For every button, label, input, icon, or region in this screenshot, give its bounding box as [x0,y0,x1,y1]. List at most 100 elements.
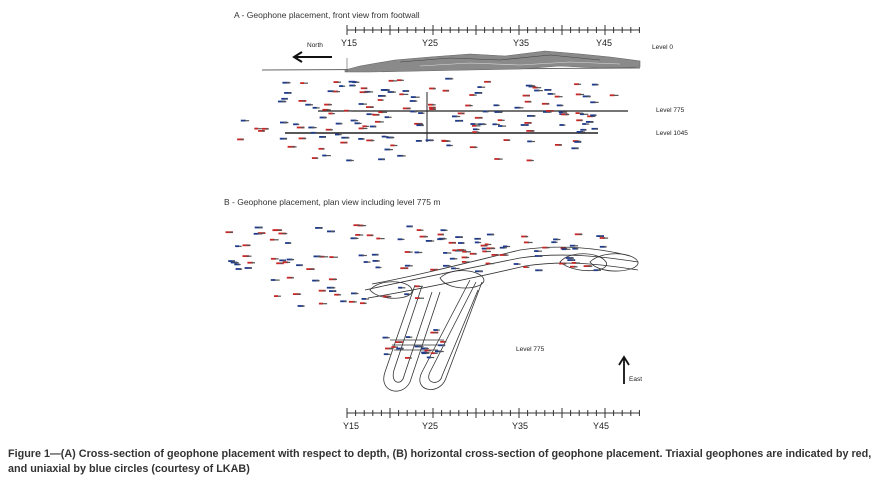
geophone-marker [406,225,413,228]
geophone-marker [590,114,597,117]
geophone-marker [452,115,461,118]
geophone-marker [270,257,279,260]
geophone-marker [350,119,359,122]
geophone-marker [362,125,369,128]
geophone-marker [399,93,409,96]
geophone-marker [329,290,337,292]
geophone-marker [523,241,533,244]
geophone-marker [313,255,323,258]
geophone-marker [428,103,436,106]
geophone-marker [472,131,480,133]
geophone-marker [414,345,424,348]
north-label: North [307,42,323,49]
geophone-marker [308,126,317,129]
geophone-marker [443,252,452,254]
geophone-marker [311,157,319,159]
geophone-marker [437,238,444,241]
geophone-marker [254,127,262,130]
geophone-marker [461,256,470,259]
geophone-marker [437,233,444,236]
geophone-marker [419,235,428,238]
geophone-marker [390,144,398,147]
geophone-marker [446,144,453,147]
geophone-marker [525,84,535,87]
geophone-marker [430,352,438,355]
geophone-marker [486,247,496,250]
geophone-marker [471,124,481,127]
geophone-marker [438,344,446,347]
geophone-marker [286,276,294,279]
geophone-marker [499,246,507,249]
geophone-marker [244,267,252,269]
geophone-marker [384,116,392,119]
geophone-marker [383,353,391,356]
geophone-marker [257,232,266,234]
geophone-marker [558,111,568,113]
geophone-marker [469,94,477,96]
panel-b-title: B - Geophone placement, plan view includ… [224,197,441,207]
geophone-marker [400,267,409,270]
geophone-marker [318,302,328,305]
geophone-marker [524,100,532,103]
geophone-marker [414,251,423,254]
geophone-marker [435,350,444,353]
geophone-marker [572,247,579,250]
geophone-marker [296,264,303,267]
geophone-marker [503,245,510,248]
geophone-marker [526,130,535,132]
geophone-marker [358,138,365,140]
ruler-a-label-y35: Y35 [513,38,530,48]
geophone-marker [351,292,359,295]
geophone-marker [513,263,521,265]
geophone-marker [348,300,357,303]
geophone-marker [284,92,292,94]
east-arrow-icon [618,355,630,384]
geophone-marker [396,79,404,82]
geophone-marker [402,90,410,92]
geophone-marker [452,249,460,252]
geophone-marker [386,136,395,139]
geophone-marker [477,123,487,126]
geophone-marker [494,111,503,113]
geophone-marker [428,106,436,109]
geophone-marker [349,84,356,87]
geophone-marker [327,230,335,233]
geophone-marker [286,258,295,261]
geophone-marker [593,269,601,272]
geophone-marker [395,341,403,343]
geophone-marker [576,131,586,133]
geophone-marker [382,336,390,339]
geophone-marker [532,86,542,89]
geophone-marker [339,85,346,87]
geophone-marker [433,329,440,331]
geophone-marker [465,104,473,107]
geophones-plan-view [225,224,609,359]
geophone-marker [234,263,241,266]
geophone-marker [514,106,524,109]
geophone-marker [430,268,438,271]
geophone-marker [461,261,470,263]
geophone-marker [242,255,252,257]
geophone-marker [384,148,393,151]
geophone-marker [574,233,583,236]
geophone-marker [270,279,280,281]
geophone-marker [415,140,423,142]
geophone-marker [415,285,423,288]
geophone-marker [421,352,430,355]
panel-a-title: A - Geophone placement, front view from … [234,10,420,20]
geophone-marker [497,119,505,122]
geophone-marker [474,237,481,240]
geophone-marker [372,260,380,262]
geophone-marker [397,238,405,241]
geophone-marker [425,139,434,142]
geophone-marker [472,128,480,131]
geophone-marker [462,250,471,253]
geophone-marker [484,243,492,246]
geophone-marker [415,297,424,299]
ruler-top [346,25,640,35]
geophone-marker [451,267,460,270]
geophone-marker [276,262,284,265]
geophone-marker [442,140,451,142]
geophone-marker [526,159,534,162]
geophone-marker [325,128,333,131]
